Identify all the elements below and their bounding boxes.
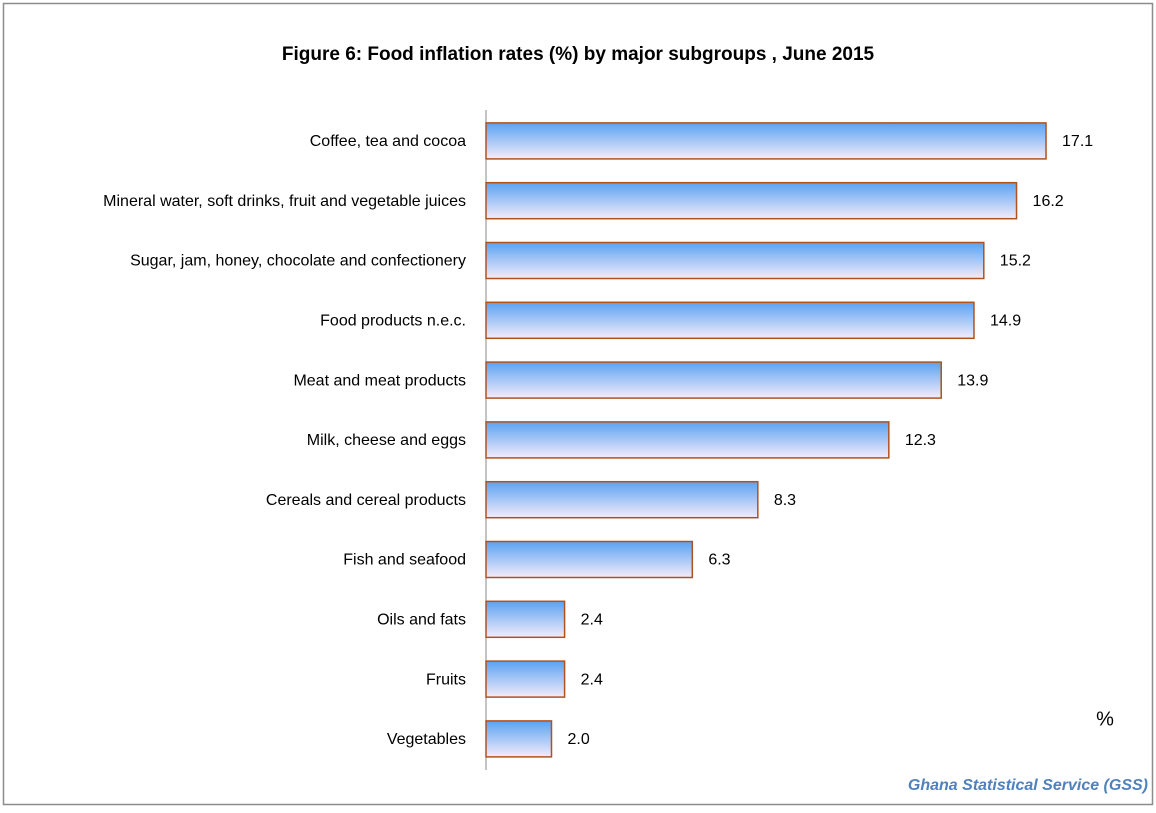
data-label: 16.2 xyxy=(1033,193,1064,210)
y-tick-label: Vegetables xyxy=(387,731,466,748)
bar xyxy=(485,361,942,399)
y-tick-label: Fruits xyxy=(426,671,466,688)
bar xyxy=(485,301,975,340)
y-tick-label: Food products n.e.c. xyxy=(320,313,466,330)
data-label: 14.9 xyxy=(990,313,1021,330)
data-label: 8.3 xyxy=(774,492,796,509)
y-tick-label: Milk, cheese and eggs xyxy=(307,432,466,449)
axis-unit: % xyxy=(1096,708,1114,730)
data-label: 15.2 xyxy=(1000,253,1031,270)
bar xyxy=(485,660,566,698)
y-tick-label: Oils and fats xyxy=(377,612,466,629)
y-tick-label: Mineral water, soft drinks, fruit and ve… xyxy=(103,193,466,210)
bar xyxy=(485,480,759,519)
y-tick-label: Sugar, jam, honey, chocolate and confect… xyxy=(130,253,466,270)
bar xyxy=(485,241,985,280)
data-label: 12.3 xyxy=(905,432,936,449)
bar xyxy=(485,421,890,459)
data-label: 2.4 xyxy=(581,671,603,688)
data-label: 2.4 xyxy=(581,612,603,629)
bar xyxy=(485,122,1047,160)
data-label: 2.0 xyxy=(568,731,590,748)
bar xyxy=(485,540,694,579)
chart-title: Figure 6: Food inflation rates (%) by ma… xyxy=(282,44,875,65)
bar xyxy=(485,600,566,639)
y-tick-label: Fish and seafood xyxy=(343,552,466,569)
source-note: Ghana Statistical Service (GSS) xyxy=(908,777,1148,794)
y-tick-label: Coffee, tea and cocoa xyxy=(310,133,466,150)
bar xyxy=(485,181,1018,220)
data-label: 13.9 xyxy=(957,372,988,389)
y-tick-label: Meat and meat products xyxy=(293,372,466,389)
data-label: 6.3 xyxy=(708,552,730,569)
y-tick-label: Cereals and cereal products xyxy=(266,492,466,509)
data-label: 17.1 xyxy=(1062,133,1093,150)
bar xyxy=(485,720,553,758)
